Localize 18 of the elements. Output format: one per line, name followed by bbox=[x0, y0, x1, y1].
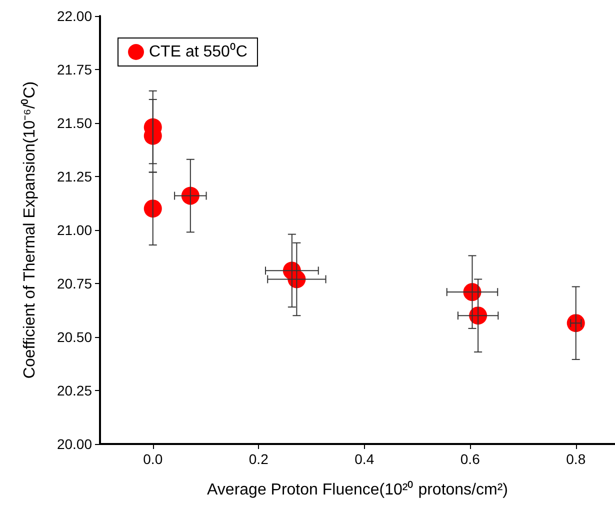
legend-label: CTE at 550⁰C bbox=[149, 42, 248, 60]
y-tick-label: 20.50 bbox=[56, 329, 92, 345]
point bbox=[144, 200, 162, 218]
y-tick-label: 20.00 bbox=[56, 436, 92, 452]
y-tick-label: 20.25 bbox=[56, 382, 92, 398]
y-tick-label: 22.00 bbox=[56, 8, 92, 24]
y-tick-label: 21.25 bbox=[56, 168, 92, 184]
y-axis-title: Coefficient of Thermal Expansion(10⁻⁶/⁰C) bbox=[20, 81, 38, 379]
x-tick-label: 0.2 bbox=[248, 451, 269, 467]
x-tick-label: 0.0 bbox=[143, 451, 163, 467]
y-tick-label: 21.50 bbox=[56, 115, 92, 131]
y-tick-label: 21.75 bbox=[56, 62, 92, 78]
x-tick-label: 0.4 bbox=[354, 451, 374, 467]
x-tick-label: 0.8 bbox=[566, 451, 586, 467]
x-axis-title: Average Proton Fluence(10²⁰ protons/cm²) bbox=[207, 480, 508, 498]
y-tick-label: 21.00 bbox=[56, 222, 92, 238]
y-tick-label: 20.75 bbox=[56, 276, 92, 292]
x-tick-label: 0.6 bbox=[460, 451, 480, 467]
